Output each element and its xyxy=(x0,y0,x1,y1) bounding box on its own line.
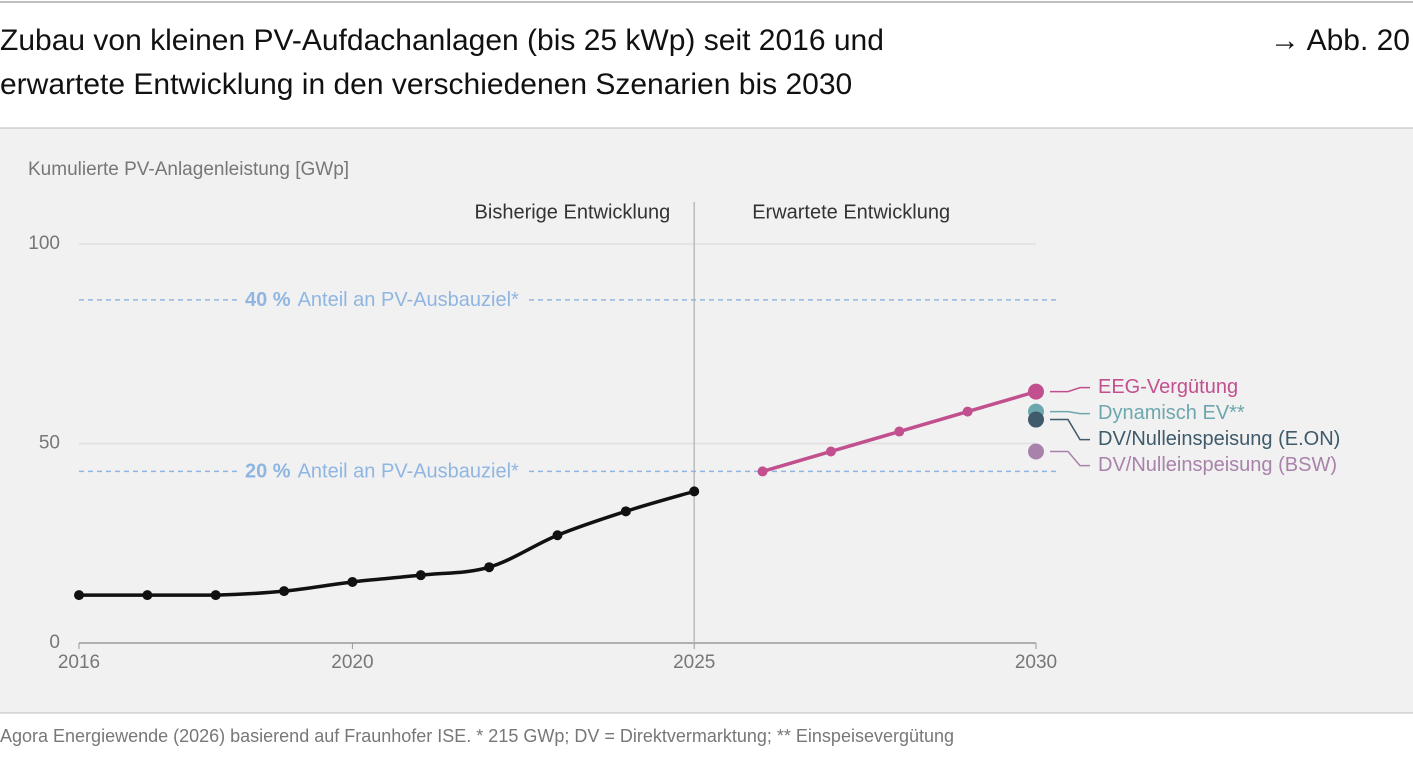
data-point xyxy=(210,590,221,601)
data-point xyxy=(1028,443,1044,460)
y-axis-label: Kumulierte PV-Anlagenleistung [GWp] xyxy=(28,159,349,180)
title-line: Zubau von kleinen PV-Aufdachanlagen (bis… xyxy=(0,24,884,57)
data-point xyxy=(1028,411,1044,428)
reference-label: 40 % Anteil an PV-Ausbauziel* xyxy=(245,289,519,311)
data-point xyxy=(689,486,700,497)
reference-label: 20 % Anteil an PV-Ausbauziel* xyxy=(245,461,519,483)
data-point xyxy=(347,576,358,587)
reference-label-bg xyxy=(239,289,526,312)
reference-text: Anteil an PV-Ausbauziel* xyxy=(298,461,519,483)
y-tick-label: 50 xyxy=(39,433,60,454)
reference-label-bg xyxy=(239,460,526,483)
chart-panel xyxy=(0,128,1413,713)
data-point xyxy=(279,586,290,597)
data-point xyxy=(962,406,973,417)
x-tick-label: 2020 xyxy=(331,652,373,673)
data-point xyxy=(894,426,905,437)
leader-line xyxy=(1050,418,1090,441)
legend-label: EEG-Vergütung xyxy=(1098,376,1238,398)
source: Agora Energiewende (2026) basierend auf … xyxy=(0,726,954,746)
reference-pct: 40 % xyxy=(245,289,291,311)
figure-ref: → Abb. 20 xyxy=(1270,24,1410,57)
reference-pct: 20 % xyxy=(245,461,291,483)
leader-line xyxy=(1050,386,1090,393)
title-line: erwartete Entwicklung in den verschieden… xyxy=(0,68,852,101)
y-tick-label: 100 xyxy=(28,233,60,254)
data-point xyxy=(415,570,426,581)
data-point xyxy=(757,466,768,477)
data-point xyxy=(484,562,495,573)
x-tick-label: 2025 xyxy=(673,652,715,673)
legend-label: DV/Nulleinspeisung (E.ON) xyxy=(1098,428,1340,450)
y-tick-label: 0 xyxy=(49,632,60,653)
data-point xyxy=(74,590,84,601)
reference-text: Anteil an PV-Ausbauziel* xyxy=(298,289,519,311)
x-tick-label: 2030 xyxy=(1015,652,1057,673)
annotation: Bisherige Entwicklung xyxy=(475,201,671,223)
leader-line xyxy=(1050,450,1090,467)
legend-label: DV/Nulleinspeisung (BSW) xyxy=(1098,454,1337,476)
data-point xyxy=(620,506,631,517)
data-point xyxy=(552,530,563,541)
leader-line xyxy=(1050,410,1090,415)
x-tick-label: 2016 xyxy=(58,652,100,673)
data-point xyxy=(1028,383,1044,400)
annotation: Erwartete Entwicklung xyxy=(752,201,950,223)
series-line xyxy=(79,489,695,597)
data-point xyxy=(142,590,153,601)
legend-label: Dynamisch EV** xyxy=(1098,402,1245,424)
data-point xyxy=(825,446,836,457)
